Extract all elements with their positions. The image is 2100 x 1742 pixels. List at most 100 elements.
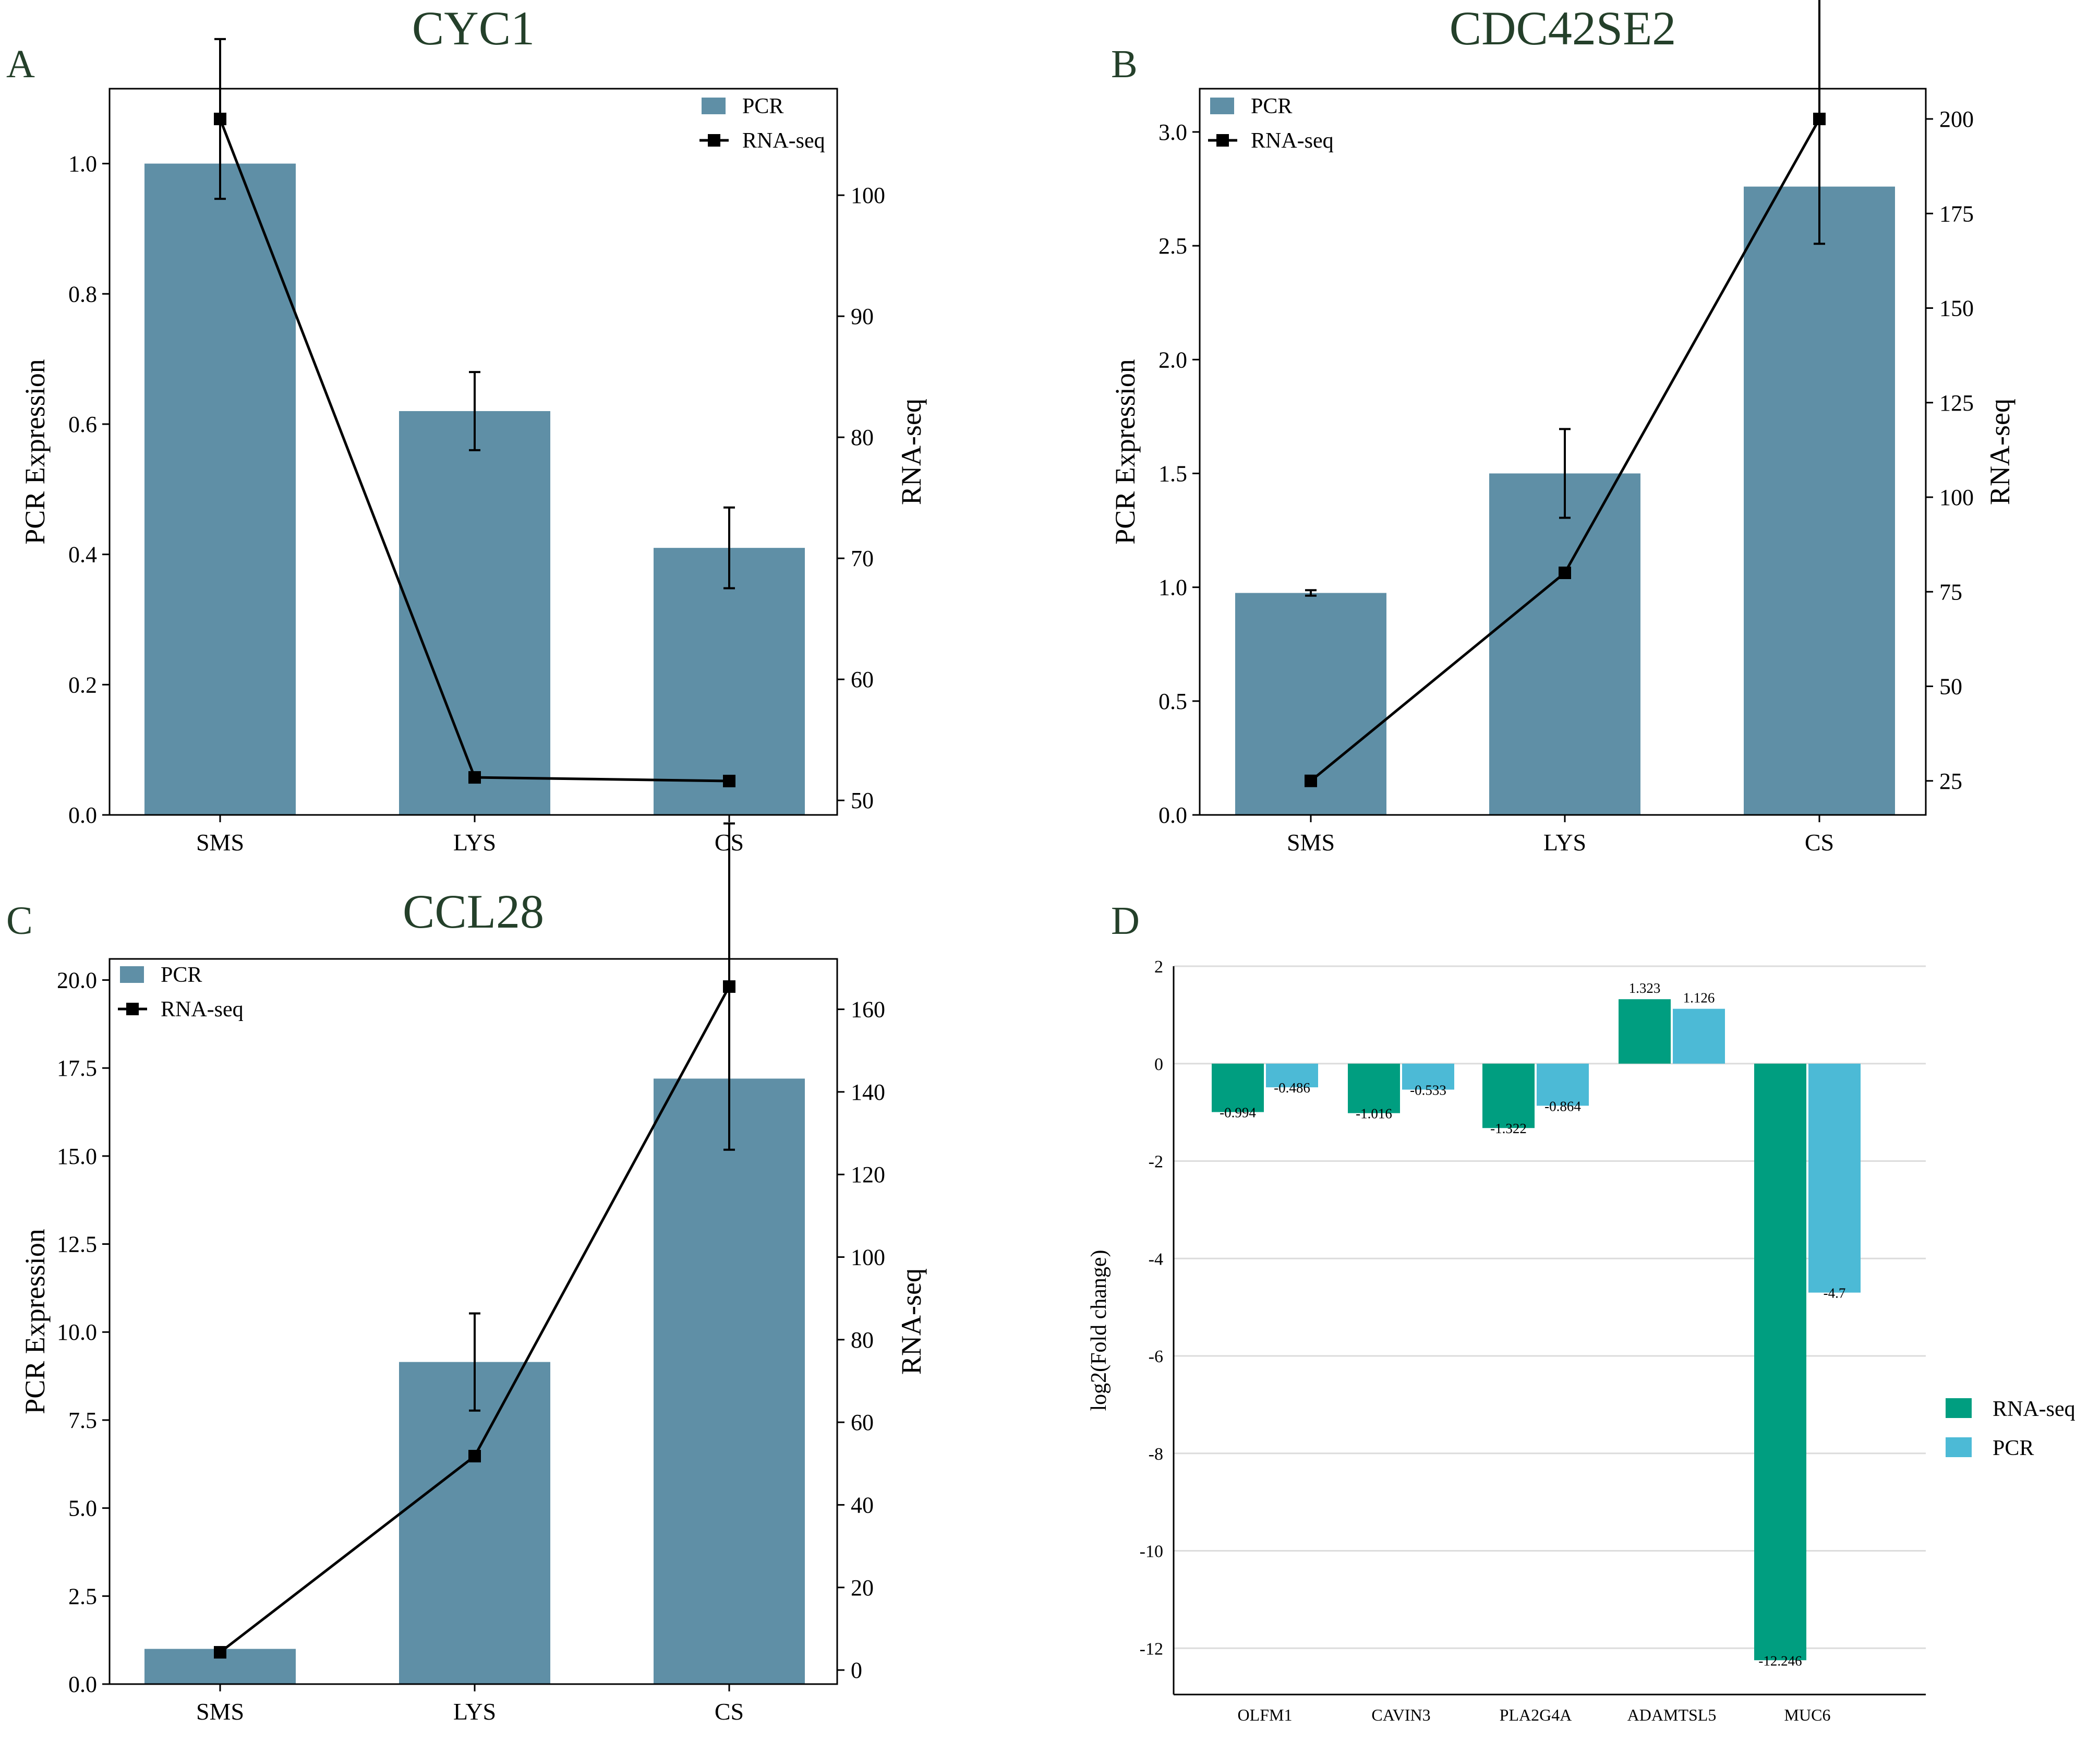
- pcr-value-label: -0.533: [1410, 1083, 1446, 1098]
- y2-tick-label: 125: [1939, 390, 1974, 416]
- legend-swatch-pcr: [1210, 98, 1234, 114]
- legend-label-pcr: PCR: [742, 94, 783, 118]
- x-tick-label: SMS: [1287, 829, 1335, 856]
- pcr-value-label: -4.7: [1824, 1286, 1846, 1301]
- y2-tick-label: 175: [1939, 201, 1974, 226]
- pcr-bar: [399, 411, 550, 815]
- legend-marker-rna-seq: [126, 1003, 139, 1015]
- legend-label-rna-seq: RNA-seq: [742, 129, 825, 153]
- y2-tick-label: 75: [1939, 579, 1962, 605]
- rna-seq-bar: [1619, 999, 1671, 1064]
- y2-tick-label: 50: [851, 788, 874, 813]
- pcr-bar: [1266, 1063, 1318, 1088]
- y-tick-label: 1.0: [1158, 575, 1187, 600]
- pcr-bar: [1744, 186, 1895, 815]
- y-axis-label: PCR Expression: [1109, 359, 1141, 545]
- legend-marker-rna-seq: [708, 134, 720, 147]
- y-tick-label: 0.0: [68, 802, 97, 828]
- rna-seq-bar: [1348, 1063, 1400, 1113]
- legend-marker-rna-seq: [1216, 134, 1229, 147]
- y-tick-label: 0.4: [68, 542, 97, 568]
- y-tick-label: 2.0: [1158, 347, 1187, 373]
- y-tick-label: -12: [1140, 1639, 1163, 1659]
- rna-seq-marker: [723, 980, 735, 993]
- pcr-bar: [1489, 473, 1640, 815]
- y-tick-label: 2.5: [1158, 233, 1187, 259]
- chart-title: CYC1: [412, 2, 535, 55]
- y-axis-label: log2(Fold change): [1087, 1250, 1111, 1411]
- y-axis-label: PCR Expression: [19, 1229, 51, 1414]
- rna-seq-marker: [1813, 113, 1826, 125]
- y2-tick-label: 120: [851, 1162, 885, 1187]
- rna-seq-marker: [214, 113, 226, 125]
- panel-d: D2 0 -2 -4 -6 -8 -10 -12 -0.994 -0.486 OLFM1 -1.016…: [1087, 899, 2075, 1724]
- y-tick-label: 0.5: [1158, 689, 1187, 714]
- panel-label: B: [1111, 42, 1138, 86]
- panel-label: A: [6, 42, 35, 86]
- y-tick-label: -8: [1149, 1445, 1163, 1464]
- y2-axis-label: RNA-seq: [896, 1268, 927, 1375]
- y-tick-label: 2: [1154, 957, 1163, 977]
- x-tick-label: SMS: [196, 829, 244, 856]
- y2-tick-label: 80: [851, 425, 874, 450]
- rna-seq-bar: [1754, 1063, 1806, 1661]
- y2-tick-label: 200: [1939, 106, 1974, 132]
- y-tick-label: 12.5: [57, 1232, 97, 1257]
- panel-label: D: [1111, 899, 1140, 943]
- plot-frame: [1199, 88, 1927, 816]
- y-tick-label: 1.5: [1158, 461, 1187, 486]
- legend-label-pcr: PCR: [1251, 94, 1292, 118]
- x-tick-label: ADAMTSL5: [1627, 1705, 1717, 1724]
- panel-c: CCL28 C 0.0 2.5 5.0 7.5 10.0 12.5 15.0 17.5 20.0 0 2…: [6, 822, 927, 1725]
- rna-seq-value-label: -1.322: [1490, 1121, 1527, 1136]
- y2-tick-label: 150: [1939, 296, 1974, 321]
- chart-title: CDC42SE2: [1450, 2, 1676, 55]
- rna-seq-marker: [468, 771, 481, 784]
- y-tick-label: 3.0: [1158, 119, 1187, 145]
- x-tick-label: CS: [715, 1698, 744, 1725]
- legend-label-rna-seq: RNA-seq: [161, 998, 244, 1022]
- y2-axis-label: RNA-seq: [1984, 399, 2015, 505]
- rna-seq-value-label: 1.323: [1629, 980, 1661, 996]
- pcr-bar: [1808, 1063, 1861, 1293]
- pcr-bar: [1402, 1063, 1454, 1090]
- legend-swatch-pcr: [702, 98, 726, 114]
- y2-tick-label: 100: [1939, 485, 1974, 510]
- x-tick-label: CAVIN3: [1371, 1705, 1430, 1724]
- legend-swatch-pcr: [1946, 1437, 1972, 1457]
- rna-seq-bar: [1482, 1063, 1535, 1128]
- y-tick-label: 20.0: [57, 967, 97, 993]
- y-tick-label: 15.0: [57, 1144, 97, 1169]
- plot-frame: [108, 958, 838, 1685]
- legend-label-rna-seq: RNA-seq: [1251, 129, 1334, 153]
- y-tick-label: 0: [1154, 1055, 1163, 1074]
- y-tick-label: 10.0: [57, 1319, 97, 1345]
- y-tick-label: 0.6: [68, 412, 97, 437]
- y-tick-label: -6: [1149, 1347, 1163, 1366]
- y2-tick-label: 60: [851, 1410, 874, 1435]
- panel-b: CDC42SE2 B 0.0 0.5 1.0 1.5 2.0 2.5 3.0 25 50 75 100 1…: [1109, 0, 2015, 856]
- y2-tick-label: 20: [851, 1575, 874, 1601]
- y-tick-label: 0.0: [68, 1672, 97, 1697]
- y-tick-label: -2: [1149, 1152, 1163, 1172]
- y-tick-label: 17.5: [57, 1055, 97, 1081]
- legend-label-rna-seq: RNA-seq: [1993, 1397, 2075, 1421]
- rna-seq-value-label: -1.016: [1356, 1106, 1392, 1122]
- y2-tick-label: 100: [851, 1245, 885, 1270]
- y2-tick-label: 140: [851, 1079, 885, 1105]
- x-tick-label: LYS: [453, 829, 496, 856]
- y2-tick-label: 80: [851, 1327, 874, 1353]
- rna-seq-marker: [1559, 567, 1571, 579]
- rna-seq-value-label: -12.246: [1758, 1653, 1802, 1668]
- y-tick-label: 1.0: [68, 151, 97, 177]
- y-tick-label: 7.5: [68, 1408, 97, 1433]
- x-tick-label: SMS: [196, 1698, 244, 1725]
- y-tick-label: 0.2: [68, 672, 97, 698]
- x-tick-label: CS: [1805, 829, 1834, 856]
- pcr-value-label: 1.126: [1683, 990, 1715, 1006]
- pcr-value-label: -0.486: [1274, 1080, 1310, 1096]
- y-axis-label: PCR Expression: [19, 359, 51, 545]
- y-tick-label: 2.5: [68, 1583, 97, 1609]
- rna-seq-bar: [1212, 1063, 1264, 1112]
- pcr-bar: [1537, 1063, 1589, 1106]
